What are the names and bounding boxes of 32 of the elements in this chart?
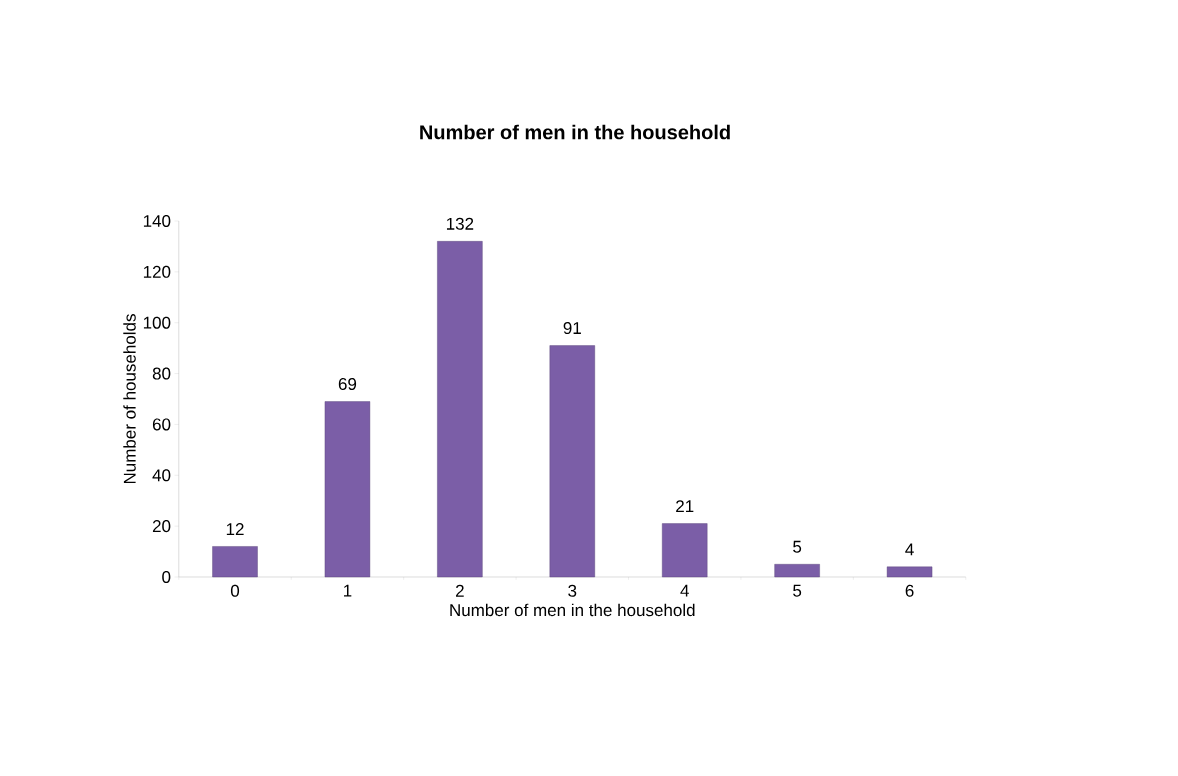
y-tick-label: 120	[143, 265, 171, 278]
bar	[437, 241, 483, 578]
x-tick-label: 1	[344, 584, 352, 597]
bar	[212, 546, 258, 578]
x-tick-label: 3	[568, 584, 577, 597]
bar	[324, 401, 371, 578]
data-label: 5	[793, 540, 802, 553]
x-tick-label: 0	[230, 584, 240, 597]
x-axis-title: Number of men in the household	[450, 603, 695, 617]
y-tick-label: 0	[162, 570, 171, 584]
y-tick-label: 100	[143, 316, 171, 329]
y-tick-label: 140	[143, 214, 171, 228]
x-tick-label: 6	[905, 584, 914, 597]
x-tick-label: 2	[456, 584, 464, 597]
x-tick-label: 5	[793, 584, 802, 597]
data-label: 21	[676, 500, 694, 513]
y-tick-label: 40	[152, 469, 171, 482]
bar	[774, 564, 820, 578]
data-label: 132	[446, 217, 474, 230]
chart-title: Number of men in the household	[420, 124, 730, 140]
data-label: 4	[905, 543, 914, 556]
y-tick-label: 60	[152, 418, 171, 431]
y-tick-label: 80	[152, 367, 171, 380]
x-tick-label: 4	[680, 584, 689, 597]
data-label: 12	[226, 523, 244, 535]
bar	[662, 523, 708, 578]
data-label: 91	[563, 322, 581, 335]
bar	[886, 566, 933, 578]
y-axis-title: Number of households	[123, 314, 136, 484]
y-tick-label: 20	[152, 520, 171, 533]
bar	[549, 345, 595, 578]
data-label: 69	[338, 377, 357, 390]
